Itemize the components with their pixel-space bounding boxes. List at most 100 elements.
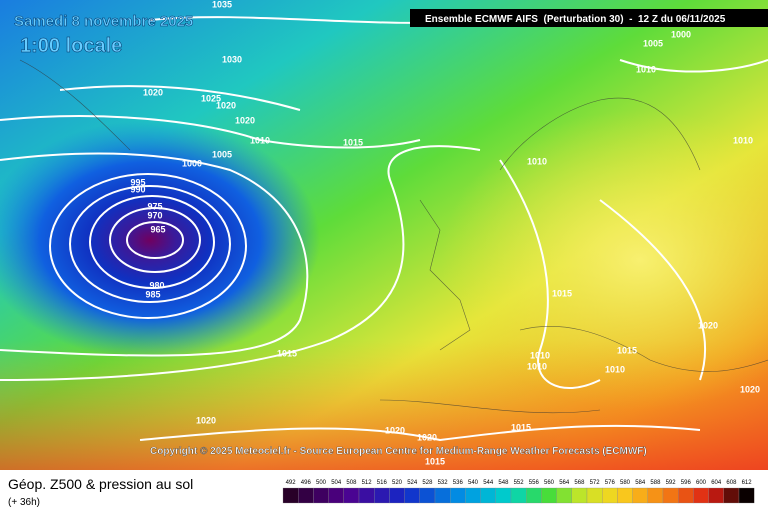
colorbar-label: 500 xyxy=(316,480,327,486)
colorbar-label: 508 xyxy=(346,480,357,486)
isobar-label: 1015 xyxy=(343,137,363,147)
isobar-label: 1015 xyxy=(277,348,297,358)
colorbar-label: 520 xyxy=(392,480,403,486)
colorbar-cell xyxy=(404,487,420,504)
isobar-label: 1025 xyxy=(201,93,221,103)
colorbar-label: 556 xyxy=(529,480,540,486)
colorbar: 492 496 500 504 508 512 516 520 524 528 532 536 540 5… xyxy=(282,480,755,504)
colorbar-cell xyxy=(358,487,375,504)
isobar-label: 1020 xyxy=(196,415,216,425)
colorbar-cell xyxy=(571,487,588,504)
colorbar-label: 524 xyxy=(407,480,418,486)
isobar-label: 1010 xyxy=(605,364,625,374)
colorbar-label: 568 xyxy=(574,480,585,486)
map xyxy=(0,0,768,470)
isobar-label: 965 xyxy=(150,224,165,234)
colorbar-label: 592 xyxy=(666,480,677,486)
colorbar-label: 496 xyxy=(301,480,312,486)
colorbar-cell xyxy=(556,487,572,504)
colorbar-label: 576 xyxy=(605,480,616,486)
isobar-label: 1010 xyxy=(527,361,547,371)
colorbar-cell xyxy=(328,487,344,504)
colorbar-cell xyxy=(313,487,329,504)
isobar-label: 990 xyxy=(130,184,145,194)
colorbar-label: 536 xyxy=(453,480,464,486)
colorbar-cell xyxy=(434,487,451,504)
isobar-label: 1030 xyxy=(222,54,242,64)
colorbar-cell xyxy=(389,487,405,504)
isobar-label: 970 xyxy=(147,210,162,220)
colorbar-cell xyxy=(282,487,299,504)
colorbar-cell xyxy=(647,487,664,504)
colorbar-cell xyxy=(708,487,724,504)
colorbar-label: 608 xyxy=(726,480,737,486)
date: Samedi 8 novembre 2025 xyxy=(14,13,193,30)
isobar-label: 1020 xyxy=(216,100,236,110)
copyright: Copyright © 2025 Meteociel.fr - Source E… xyxy=(150,446,647,457)
colorbar-label: 528 xyxy=(422,480,433,486)
colorbar-label: 580 xyxy=(620,480,631,486)
run-info: Ensemble ECMWF AIFS (Perturbation 30) - … xyxy=(425,14,726,25)
colorbar-cell xyxy=(617,487,633,504)
isobar-label: 1015 xyxy=(617,345,637,355)
isobar-label: 1020 xyxy=(143,87,163,97)
isobar-label: 1020 xyxy=(740,384,760,394)
colorbar-label: 540 xyxy=(468,480,479,486)
colorbar-label: 600 xyxy=(696,480,707,486)
isobar-label: 1020 xyxy=(698,320,718,330)
isobar-label: 1005 xyxy=(643,38,663,48)
colorbar-label: 504 xyxy=(331,480,342,486)
colorbar-label: 532 xyxy=(438,480,449,486)
isobar-label: 1020 xyxy=(385,425,405,435)
colorbar-label: 512 xyxy=(362,480,373,486)
colorbar-label: 584 xyxy=(635,480,646,486)
colorbar-cell xyxy=(662,487,679,504)
colorbar-cell xyxy=(632,487,648,504)
isobar-label: 1010 xyxy=(733,135,753,145)
colorbar-label: 596 xyxy=(681,480,692,486)
isobar-label: 1015 xyxy=(552,288,572,298)
isobar-label: 1010 xyxy=(636,64,656,74)
colorbar-cell xyxy=(586,487,603,504)
run-box xyxy=(410,9,768,27)
colorbar-label: 544 xyxy=(483,480,494,486)
isobar-label: 1015 xyxy=(425,456,445,466)
colorbar-cell xyxy=(738,487,755,504)
colorbar-cell xyxy=(343,487,360,504)
colorbar-cell xyxy=(374,487,390,504)
isobar-label: 1020 xyxy=(417,432,437,442)
isobar-label: 995 xyxy=(130,177,145,187)
colorbar-cell xyxy=(480,487,496,504)
colorbar-label: 588 xyxy=(650,480,661,486)
footer-title: Géop. Z500 & pression au sol xyxy=(8,476,193,492)
colorbar-cell xyxy=(678,487,694,504)
isobar-label: 980 xyxy=(149,280,164,290)
local-time: 1:00 locale xyxy=(20,35,122,57)
colorbar-label: 612 xyxy=(742,480,753,486)
colorbar-cell xyxy=(465,487,481,504)
isobar-label: 1010 xyxy=(530,350,550,360)
colorbar-label: 516 xyxy=(377,480,388,486)
isobar-label: 1010 xyxy=(250,135,270,145)
colorbar-label: 492 xyxy=(286,480,297,486)
isobar-label: 1000 xyxy=(671,29,691,39)
isobar-label: 975 xyxy=(147,201,162,211)
footer-lead: (+ 36h) xyxy=(8,497,40,508)
isobar-label: 1000 xyxy=(182,158,202,168)
colorbar-cell xyxy=(541,487,557,504)
isobar-label: 1010 xyxy=(527,156,547,166)
colorbar-label: 572 xyxy=(590,480,601,486)
colorbar-cell xyxy=(419,487,436,504)
isobar-label: 1035 xyxy=(212,0,232,9)
isobar-label: 1020 xyxy=(235,115,255,125)
colorbar-label: 548 xyxy=(498,480,509,486)
colorbar-cell xyxy=(495,487,512,504)
colorbar-cell xyxy=(693,487,709,504)
colorbar-cell xyxy=(298,487,314,504)
isobar-label: 985 xyxy=(145,289,160,299)
colorbar-label: 560 xyxy=(544,480,555,486)
colorbar-label: 604 xyxy=(711,480,722,486)
isobar-label: 1015 xyxy=(511,422,531,432)
